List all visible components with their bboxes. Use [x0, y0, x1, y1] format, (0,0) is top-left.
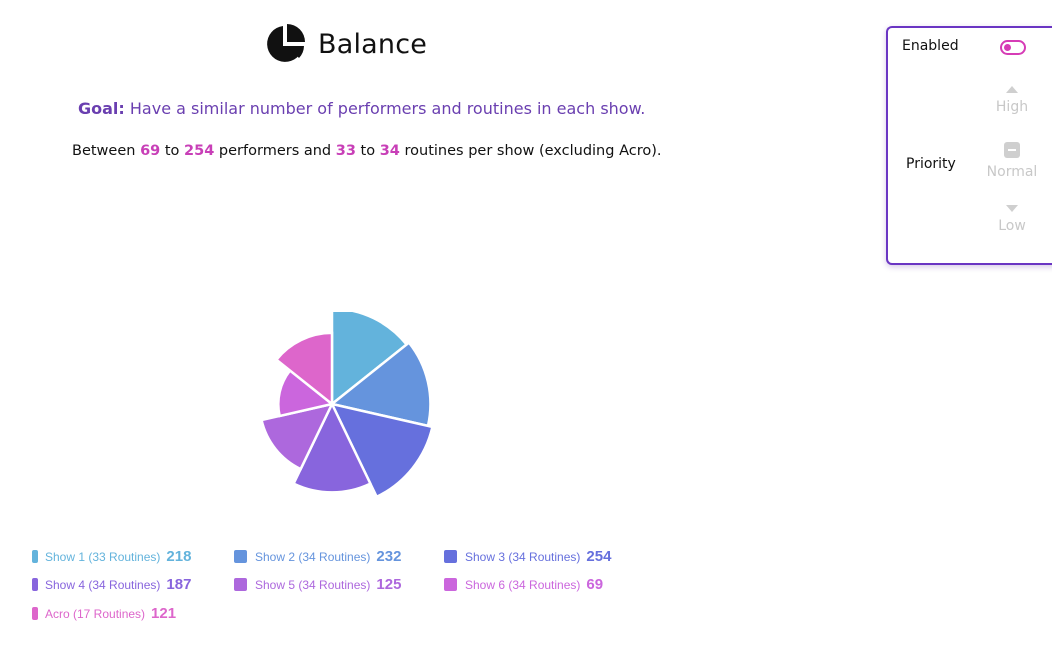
- priority-normal-label: Normal: [986, 164, 1038, 180]
- minus-icon: [1004, 142, 1020, 158]
- settings-panel: Enabled Priority High Normal Low: [886, 26, 1052, 265]
- enabled-label: Enabled: [902, 38, 959, 54]
- legend-item-show-1[interactable]: Show 1 (33 Routines) 218: [32, 548, 191, 565]
- legend-swatch: [444, 578, 457, 591]
- page-header: Balance: [264, 22, 427, 66]
- slice-show-1[interactable]: [330, 312, 409, 407]
- summary-suffix: routines per show (excluding Acro).: [399, 143, 662, 159]
- enabled-toggle[interactable]: [1000, 40, 1026, 55]
- legend-item-show-5[interactable]: Show 5 (34 Routines) 125: [234, 576, 401, 593]
- pie-chart-icon: [267, 24, 305, 62]
- summary-mid: performers and: [214, 143, 336, 159]
- slice-show-3[interactable]: [329, 402, 432, 499]
- legend-label: Show 5 (34 Routines): [255, 577, 371, 592]
- legend-label: Show 4 (34 Routines): [45, 577, 161, 592]
- summary-to-2: to: [355, 143, 380, 159]
- legend-value: 121: [151, 605, 177, 622]
- priority-normal-button[interactable]: Normal: [977, 142, 1047, 180]
- legend-value: 254: [586, 548, 612, 565]
- slice-show-4[interactable]: [291, 401, 373, 494]
- legend-swatch: [234, 550, 247, 563]
- goal-label: Goal:: [78, 99, 125, 118]
- legend-swatch: [32, 578, 38, 591]
- legend-value: 125: [376, 576, 402, 593]
- slice-acro[interactable]: [274, 331, 334, 407]
- goal-text: Goal: Have a similar number of performer…: [78, 99, 645, 118]
- legend-value: 218: [166, 548, 192, 565]
- summary-text: Between 69 to 254 performers and 33 to 3…: [72, 143, 661, 159]
- triangle-down-icon: [1006, 205, 1018, 212]
- legend-label: Show 3 (34 Routines): [465, 549, 581, 564]
- toggle-knob: [1004, 44, 1011, 51]
- summary-to-1: to: [160, 143, 185, 159]
- priority-low-button[interactable]: Low: [977, 205, 1047, 234]
- legend-value: 187: [166, 576, 192, 593]
- legend-item-acro[interactable]: Acro (17 Routines) 121: [32, 605, 176, 622]
- legend-item-show-4[interactable]: Show 4 (34 Routines) 187: [32, 576, 191, 593]
- legend-swatch: [234, 578, 247, 591]
- legend-label: Show 2 (34 Routines): [255, 549, 371, 564]
- routines-max: 34: [379, 143, 400, 159]
- legend-label: Show 1 (33 Routines): [45, 549, 161, 564]
- page-title: Balance: [318, 28, 428, 60]
- legend-item-show-2[interactable]: Show 2 (34 Routines) 232: [234, 548, 401, 565]
- triangle-up-icon: [1006, 86, 1018, 93]
- performers-max: 254: [184, 143, 215, 159]
- slice-show-5[interactable]: [260, 402, 335, 471]
- priority-high-button[interactable]: High: [977, 86, 1047, 115]
- routines-min: 33: [335, 143, 356, 159]
- priority-low-label: Low: [998, 218, 1026, 234]
- legend-swatch: [32, 550, 38, 563]
- legend-value: 232: [376, 548, 402, 565]
- legend-value: 69: [586, 576, 604, 593]
- legend-item-show-6[interactable]: Show 6 (34 Routines) 69: [444, 576, 603, 593]
- performers-min: 69: [140, 143, 161, 159]
- legend-label: Show 6 (34 Routines): [465, 577, 581, 592]
- legend-swatch: [32, 607, 38, 620]
- priority-label: Priority: [906, 156, 956, 172]
- summary-prefix: Between: [72, 143, 141, 159]
- priority-high-label: High: [995, 99, 1029, 115]
- balance-polar-chart: [260, 312, 432, 499]
- legend-item-show-3[interactable]: Show 3 (34 Routines) 254: [444, 548, 611, 565]
- goal-description: Have a similar number of performers and …: [124, 99, 646, 118]
- legend-swatch: [444, 550, 457, 563]
- legend-label: Acro (17 Routines): [45, 606, 146, 621]
- slice-show-2[interactable]: [329, 340, 432, 428]
